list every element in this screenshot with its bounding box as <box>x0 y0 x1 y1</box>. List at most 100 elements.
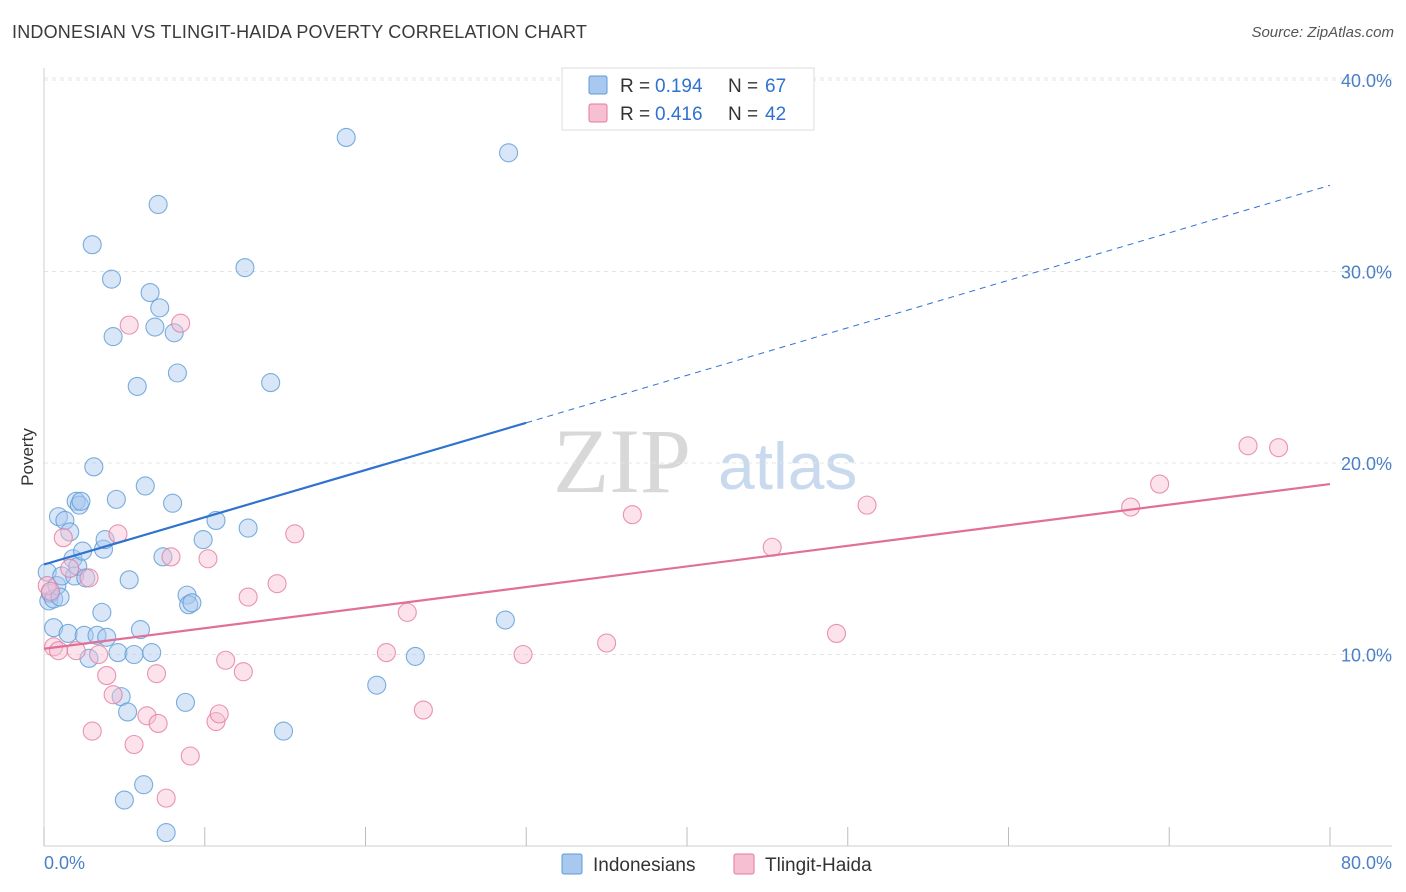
bottom-legend-label-tlingit-haida: Tlingit-Haida <box>765 855 872 876</box>
point-tlingit-haida <box>1269 438 1289 458</box>
y-tick-label: 20.0% <box>1341 454 1392 474</box>
point-indonesians <box>130 620 150 640</box>
point-indonesians <box>153 547 173 567</box>
y-tick-label: 40.0% <box>1341 71 1392 91</box>
point-indonesians <box>119 570 139 590</box>
legend-n-label-tlingit-haida: N = <box>728 104 758 125</box>
point-indonesians <box>164 323 184 343</box>
legend-r-value-tlingit-haida: 0.416 <box>655 104 703 125</box>
point-indonesians <box>150 298 170 318</box>
point-tlingit-haida <box>137 706 157 726</box>
point-indonesians <box>124 644 144 665</box>
point-tlingit-haida <box>857 495 877 515</box>
point-tlingit-haida <box>156 788 176 808</box>
point-tlingit-haida <box>60 558 80 578</box>
point-indonesians <box>82 235 102 255</box>
x-ticks <box>43 827 1331 846</box>
point-tlingit-haida <box>238 587 258 607</box>
point-tlingit-haida <box>119 315 139 335</box>
point-indonesians <box>167 363 187 383</box>
point-tlingit-haida <box>206 711 226 732</box>
trend-line-tlingit-haida <box>43 482 1331 650</box>
point-tlingit-haida <box>597 633 617 653</box>
axes <box>43 68 1392 847</box>
point-indonesians <box>71 491 91 511</box>
point-tlingit-haida <box>146 664 167 684</box>
point-indonesians <box>44 618 64 638</box>
point-indonesians <box>134 775 154 795</box>
point-tlingit-haida <box>37 576 57 596</box>
point-indonesians <box>182 593 202 613</box>
y-tick-label: 30.0% <box>1341 263 1392 283</box>
point-indonesians <box>106 489 126 509</box>
y-tick-labels: 10.0% 20.0% 30.0% 40.0% <box>1341 71 1392 666</box>
point-tlingit-haida <box>413 700 433 720</box>
point-indonesians <box>114 790 134 810</box>
trend-line-indonesians <box>43 421 527 566</box>
point-tlingit-haida <box>826 623 847 643</box>
point-indonesians <box>261 373 281 393</box>
x-tick-label-min: 0.0% <box>44 853 85 873</box>
point-indonesians <box>273 721 294 741</box>
legend-n-label-indonesians: N = <box>728 76 758 97</box>
point-tlingit-haida <box>198 549 218 569</box>
point-indonesians <box>97 627 117 647</box>
y-tick-label: 10.0% <box>1341 646 1392 666</box>
point-indonesians <box>66 491 86 511</box>
point-indonesians <box>238 518 258 538</box>
point-indonesians <box>127 376 147 396</box>
point-indonesians <box>367 675 387 695</box>
point-tlingit-haida <box>48 641 69 661</box>
point-tlingit-haida <box>762 537 782 557</box>
point-tlingit-haida <box>216 650 236 670</box>
source-credit: Source: ZipAtlas.com <box>1251 24 1394 41</box>
y-axis-label: Poverty <box>18 428 37 486</box>
point-tlingit-haida <box>97 666 117 686</box>
point-tlingit-haida <box>285 524 305 544</box>
point-indonesians <box>142 643 162 663</box>
point-indonesians <box>55 510 75 531</box>
point-tlingit-haida <box>103 685 123 705</box>
point-indonesians <box>101 269 122 289</box>
trend-extension-indonesians <box>526 184 1331 424</box>
point-tlingit-haida <box>513 644 533 665</box>
point-indonesians <box>235 258 255 278</box>
point-indonesians <box>336 127 356 147</box>
point-indonesians <box>145 317 165 337</box>
watermark-atlas: atlas <box>718 429 857 503</box>
legend-r-label-indonesians: R = <box>620 76 650 97</box>
point-indonesians <box>148 194 168 215</box>
point-indonesians <box>50 587 70 607</box>
legend-n-value-indonesians: 67 <box>765 76 786 97</box>
point-indonesians <box>135 476 155 496</box>
point-indonesians <box>163 493 183 513</box>
point-indonesians <box>84 457 104 477</box>
bottom-legend: Indonesians Tlingit-Haida <box>561 853 872 876</box>
point-tlingit-haida <box>148 713 168 733</box>
point-indonesians <box>499 143 519 163</box>
point-tlingit-haida <box>1150 474 1170 494</box>
point-indonesians <box>118 702 138 722</box>
legend-r-label-tlingit-haida: R = <box>620 104 650 125</box>
point-tlingit-haida <box>180 746 200 766</box>
point-tlingit-haida <box>209 704 229 724</box>
point-indonesians <box>193 530 213 550</box>
point-indonesians <box>179 595 199 615</box>
point-tlingit-haida <box>53 528 73 548</box>
point-tlingit-haida <box>1121 497 1141 517</box>
point-indonesians <box>68 556 88 576</box>
trend-lines <box>43 184 1331 650</box>
legend-swatch-indonesians <box>588 75 608 95</box>
bottom-legend-swatch-indonesians <box>561 853 583 875</box>
point-indonesians <box>495 610 515 630</box>
chart-title: INDONESIAN VS TLINGIT-HAIDA POVERTY CORR… <box>12 22 588 42</box>
point-indonesians <box>156 823 176 843</box>
x-tick-label-max: 80.0% <box>1341 853 1392 873</box>
point-tlingit-haida <box>397 602 417 622</box>
point-tlingit-haida <box>376 643 396 663</box>
legend-swatch-tlingit-haida <box>588 103 608 123</box>
point-indonesians <box>175 692 196 712</box>
bottom-legend-swatch-tlingit-haida <box>733 853 755 875</box>
point-tlingit-haida <box>1238 436 1258 456</box>
